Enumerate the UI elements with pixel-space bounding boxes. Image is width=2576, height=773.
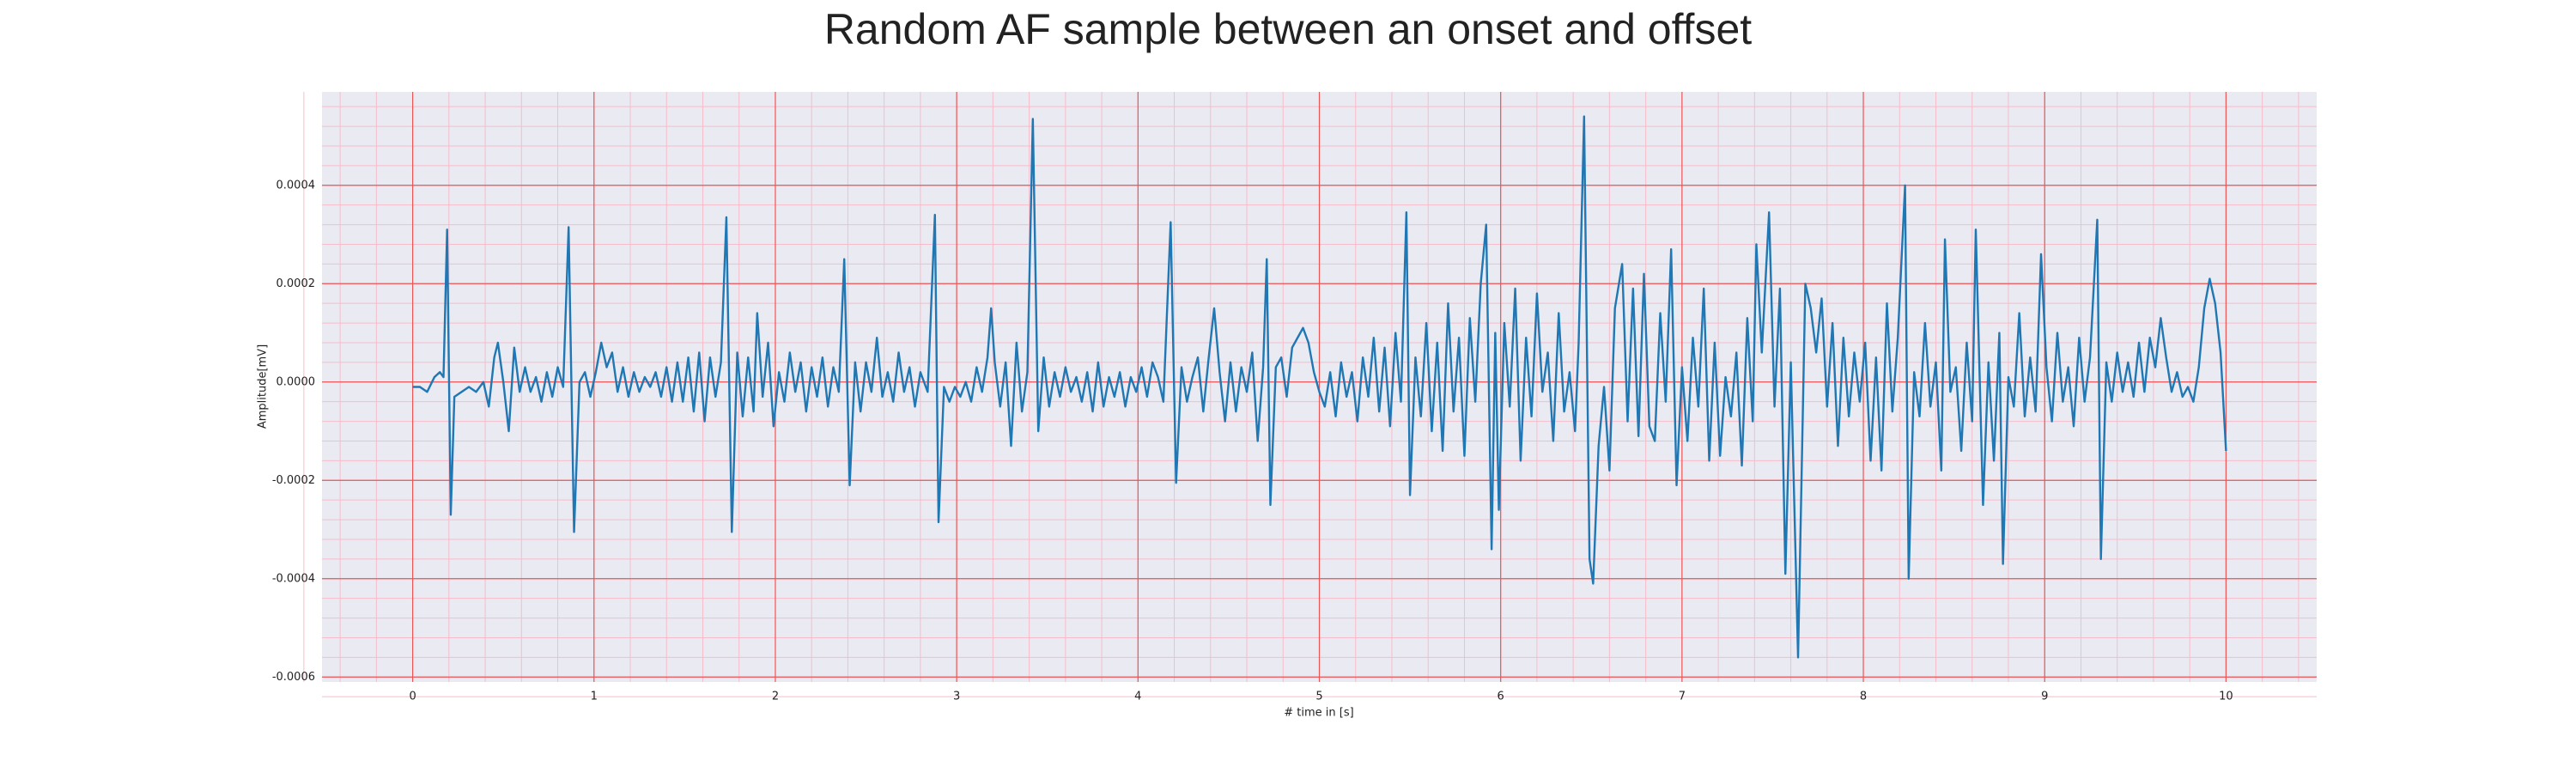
y-tick-label: 0.0004 xyxy=(276,179,316,192)
y-tick-label: -0.0006 xyxy=(272,671,315,684)
x-tick-label: 9 xyxy=(2041,691,2048,703)
y-tick-label: -0.0004 xyxy=(272,572,315,585)
x-tick-label: 10 xyxy=(2219,691,2233,703)
x-tick-label: 0 xyxy=(409,691,416,703)
x-tick-label: 5 xyxy=(1315,691,1322,703)
y-tick-label: 0.0002 xyxy=(276,277,316,290)
x-tick-label: 6 xyxy=(1498,691,1504,703)
x-tick-label: 4 xyxy=(1134,691,1141,703)
chart-title: Random AF sample between an onset and of… xyxy=(824,5,1752,53)
y-axis-label: Amplitude[mV] xyxy=(257,344,270,429)
x-tick-label: 8 xyxy=(1860,691,1867,703)
y-tick-label: 0.0000 xyxy=(276,375,316,388)
x-tick-label: 2 xyxy=(772,691,779,703)
x-tick-label: 1 xyxy=(591,691,598,703)
x-tick-label: 7 xyxy=(1679,691,1686,703)
signal-line xyxy=(412,115,2227,659)
y-tick-label: -0.0002 xyxy=(272,474,315,487)
x-tick-label: 3 xyxy=(953,691,960,703)
x-axis-label: # time in [s] xyxy=(1284,707,1353,720)
